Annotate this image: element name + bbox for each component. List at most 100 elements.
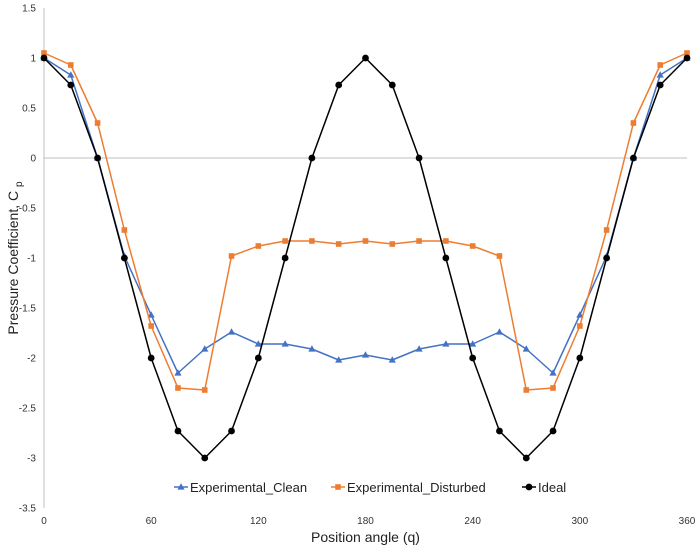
- data-point-experimental-clean: [576, 311, 584, 318]
- axes: 1.5 1 0.5 0 -0.5 -1 -1.5 -2 -2.5 -3 -3.5 0 60 120 180 2…: [19, 4, 696, 528]
- data-point-experimental-disturbed: [148, 323, 154, 329]
- y-tick-label: -2.5: [19, 404, 37, 415]
- data-point-experimental-clean: [361, 351, 370, 358]
- data-point-experimental-disturbed: [550, 385, 556, 391]
- legend-label-experimental-disturbed: Experimental_Disturbed: [347, 480, 486, 495]
- x-tick-label: 180: [357, 516, 374, 527]
- y-axis-title: Pressure Coefficient, C p: [5, 181, 25, 335]
- data-point-ideal: [308, 154, 316, 162]
- y-tick-label: 0.5: [22, 104, 36, 115]
- y-tick-label: 1: [30, 54, 36, 65]
- data-point-ideal: [630, 154, 637, 162]
- x-tick-label: 300: [571, 516, 588, 527]
- data-point-experimental-disturbed: [201, 387, 208, 393]
- data-point-experimental-disturbed: [577, 323, 583, 329]
- data-point-experimental-disturbed: [630, 120, 637, 126]
- legend-item-ideal: Ideal: [522, 480, 566, 495]
- data-point-experimental-clean: [656, 71, 664, 78]
- legend-marker-experimental-disturbed: [335, 484, 341, 490]
- data-point-experimental-disturbed: [309, 238, 315, 244]
- y-tick-label: -1: [27, 254, 36, 265]
- data-point-ideal: [120, 254, 128, 262]
- legend-marker-experimental-clean: [177, 483, 185, 490]
- data-point-ideal: [228, 427, 235, 435]
- data-point-ideal: [576, 354, 584, 362]
- data-point-ideal: [147, 354, 155, 362]
- x-tick-label: 0: [41, 516, 47, 527]
- y-axis-title-subscript: p: [14, 181, 25, 187]
- data-point-ideal: [40, 54, 48, 62]
- data-point-ideal: [388, 81, 396, 89]
- y-tick-label: -2: [27, 354, 36, 365]
- data-point-ideal: [94, 154, 101, 162]
- series-line-experimental-clean: [43, 57, 688, 374]
- legend-label-experimental-clean: Experimental_Clean: [190, 480, 307, 495]
- plot-series: [40, 50, 691, 462]
- data-point-ideal: [496, 427, 503, 435]
- data-point-experimental-clean: [201, 345, 209, 352]
- data-point-experimental-disturbed: [228, 253, 235, 259]
- legend-item-experimental-disturbed: Experimental_Disturbed: [331, 480, 486, 495]
- series-experimental-disturbed: [41, 50, 690, 393]
- data-point-ideal: [174, 427, 182, 435]
- data-point-experimental-disturbed: [443, 238, 449, 244]
- series-ideal: [40, 54, 691, 462]
- data-point-ideal: [362, 54, 369, 62]
- data-point-experimental-disturbed: [496, 253, 503, 259]
- data-point-experimental-clean: [227, 328, 236, 335]
- y-tick-label: 0: [30, 154, 36, 165]
- data-point-experimental-disturbed: [282, 238, 288, 244]
- data-point-experimental-disturbed: [603, 227, 610, 233]
- y-tick-label: -3.5: [19, 504, 37, 515]
- data-point-ideal: [254, 354, 262, 362]
- data-point-ideal: [335, 81, 343, 89]
- data-point-ideal: [415, 154, 423, 162]
- data-point-experimental-clean: [67, 71, 75, 78]
- data-point-experimental-disturbed: [335, 241, 342, 247]
- series-line-experimental-disturbed: [43, 52, 688, 391]
- data-point-experimental-disturbed: [416, 238, 422, 244]
- data-point-ideal: [549, 427, 557, 435]
- data-point-ideal: [442, 254, 450, 262]
- data-point-ideal: [603, 254, 611, 262]
- data-point-experimental-clean: [254, 340, 262, 347]
- data-point-ideal: [67, 81, 75, 89]
- x-axis-title: Position angle (q): [311, 529, 420, 545]
- x-tick-label: 60: [146, 516, 158, 527]
- y-tick-label: 1.5: [22, 4, 36, 15]
- data-point-experimental-disturbed: [684, 50, 690, 56]
- data-point-ideal: [683, 54, 691, 62]
- legend-label-ideal: Ideal: [538, 480, 566, 495]
- data-point-ideal: [281, 254, 289, 262]
- data-point-experimental-disturbed: [362, 238, 369, 244]
- data-point-ideal: [201, 454, 209, 462]
- data-point-experimental-clean: [147, 311, 155, 318]
- data-point-experimental-disturbed: [389, 241, 396, 247]
- data-point-experimental-clean: [335, 356, 343, 363]
- data-point-experimental-disturbed: [94, 120, 101, 126]
- legend-item-experimental-clean: Experimental_Clean: [174, 480, 307, 495]
- legend-marker-ideal: [525, 483, 533, 491]
- data-point-experimental-clean: [469, 340, 477, 347]
- data-point-ideal: [656, 81, 664, 89]
- data-point-experimental-disturbed: [523, 387, 530, 393]
- data-point-experimental-disturbed: [175, 385, 181, 391]
- data-point-experimental-disturbed: [657, 62, 664, 68]
- data-point-experimental-clean: [415, 345, 423, 352]
- x-tick-label: 120: [250, 516, 267, 527]
- data-point-experimental-clean: [388, 356, 396, 363]
- data-point-experimental-clean: [281, 340, 289, 347]
- y-tick-label: -0.5: [19, 204, 37, 215]
- series-experimental-clean: [40, 54, 691, 376]
- data-point-experimental-disturbed: [469, 243, 476, 249]
- y-tick-label: -1.5: [19, 304, 37, 315]
- data-point-experimental-disturbed: [121, 227, 128, 233]
- data-point-experimental-clean: [174, 369, 182, 376]
- data-point-experimental-clean: [308, 345, 316, 352]
- data-point-experimental-disturbed: [41, 50, 47, 56]
- data-point-experimental-clean: [522, 345, 530, 352]
- data-point-experimental-disturbed: [255, 243, 262, 249]
- x-tick-label: 240: [464, 516, 481, 527]
- data-point-ideal: [522, 454, 530, 462]
- y-tick-label: -3: [27, 454, 36, 465]
